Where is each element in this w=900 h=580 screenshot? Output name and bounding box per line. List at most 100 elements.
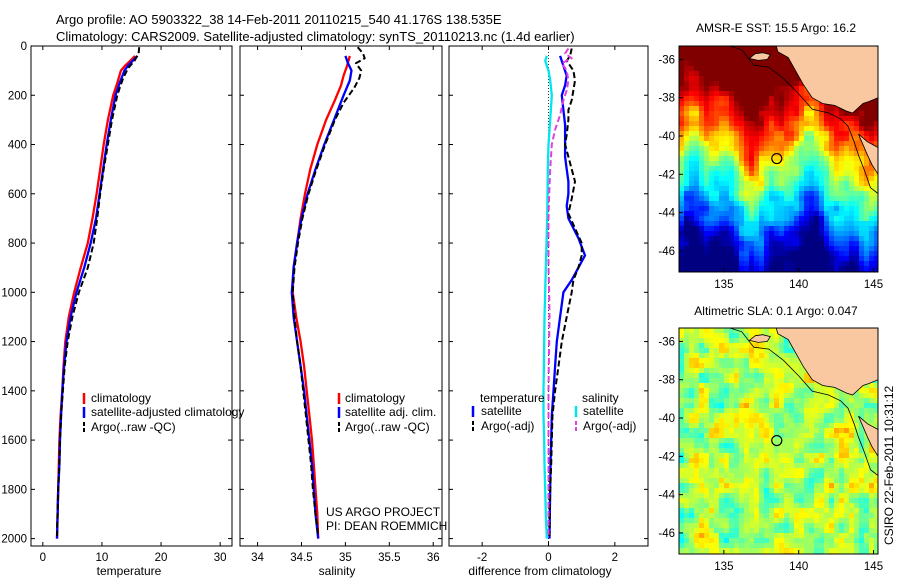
map-cell xyxy=(814,141,820,147)
map-cell xyxy=(804,528,810,534)
map-cell xyxy=(864,226,870,232)
map-cell xyxy=(679,533,685,539)
map-cell xyxy=(849,428,855,434)
map-cell xyxy=(819,181,825,187)
map-cell xyxy=(764,221,770,227)
map-cell xyxy=(694,76,700,82)
map-cell xyxy=(759,206,765,212)
x-tick-label: -2 xyxy=(477,552,487,564)
map-cell xyxy=(684,101,690,107)
map-cell xyxy=(829,156,835,162)
map-cell xyxy=(679,528,685,534)
map-cell xyxy=(764,478,770,484)
map-cell xyxy=(769,241,775,247)
map-cell xyxy=(689,518,695,524)
map-cell xyxy=(839,181,845,187)
map-cell xyxy=(784,348,790,354)
map-cell xyxy=(734,328,740,334)
map-cell xyxy=(854,498,860,504)
map-cell xyxy=(724,503,730,509)
map-cell xyxy=(764,201,770,207)
map-cell xyxy=(709,251,715,257)
map-cell xyxy=(854,438,860,444)
map-cell xyxy=(724,493,730,499)
map-cell xyxy=(689,478,695,484)
map-cell xyxy=(764,181,770,187)
map-cell xyxy=(744,186,750,192)
map-cell xyxy=(859,538,865,544)
map-cell xyxy=(759,136,765,142)
map-cell xyxy=(734,538,740,544)
map-cell xyxy=(774,106,780,112)
map-cell xyxy=(769,423,775,429)
map-cell xyxy=(789,161,795,167)
map-cell xyxy=(779,393,785,399)
map-cell xyxy=(689,181,695,187)
map-cell xyxy=(769,463,775,469)
map-cell xyxy=(714,528,720,534)
map-cell xyxy=(819,413,825,419)
map-cell xyxy=(779,523,785,529)
map-cell xyxy=(789,251,795,257)
map-cell xyxy=(764,528,770,534)
map-cell xyxy=(774,136,780,142)
map-cell xyxy=(719,156,725,162)
map-cell xyxy=(744,533,750,539)
map-cell xyxy=(834,191,840,197)
map-cell xyxy=(824,121,830,127)
map-cell xyxy=(824,538,830,544)
map-cell xyxy=(709,166,715,172)
map-cell xyxy=(854,216,860,222)
map-cell xyxy=(814,231,820,237)
map-cell xyxy=(679,266,685,272)
map-cell xyxy=(694,333,700,339)
map-cell xyxy=(689,61,695,67)
map-cell xyxy=(749,528,755,534)
map-cell xyxy=(699,378,705,384)
map-cell xyxy=(689,76,695,82)
map-cell xyxy=(839,236,845,242)
map-cell xyxy=(769,383,775,389)
map-cell xyxy=(729,483,735,489)
map-cell xyxy=(819,493,825,499)
map-cell xyxy=(804,181,810,187)
x-tick-label: 36 xyxy=(427,552,440,564)
map-cell xyxy=(824,458,830,464)
map-cell xyxy=(764,453,770,459)
map-cell xyxy=(699,101,705,107)
map-cell xyxy=(739,333,745,339)
map-cell xyxy=(754,383,760,389)
map-cell xyxy=(784,61,790,67)
map-cell xyxy=(694,186,700,192)
map-cell xyxy=(759,171,765,177)
map-cell xyxy=(729,101,735,107)
map-cell xyxy=(734,191,740,197)
map-cell xyxy=(799,216,805,222)
map-cell xyxy=(789,373,795,379)
map-cell xyxy=(684,131,690,137)
map-cell xyxy=(709,378,715,384)
map-cell xyxy=(699,241,705,247)
map-cell xyxy=(794,493,800,499)
map-cell xyxy=(809,136,815,142)
map-cell xyxy=(799,503,805,509)
map-cell xyxy=(749,453,755,459)
map-cell xyxy=(829,146,835,152)
map-cell xyxy=(759,343,765,349)
map-cell xyxy=(849,463,855,469)
map-cell xyxy=(739,96,745,102)
map-cell xyxy=(794,403,800,409)
map-cell xyxy=(734,463,740,469)
map-cell xyxy=(799,91,805,97)
map-cell xyxy=(784,528,790,534)
map-cell xyxy=(864,261,870,267)
map-cell xyxy=(704,161,710,167)
map-cell xyxy=(724,151,730,157)
map-cell xyxy=(724,353,730,359)
map-cell xyxy=(799,373,805,379)
map-cell xyxy=(749,368,755,374)
map-cell xyxy=(724,46,730,52)
map-cell xyxy=(834,508,840,514)
map-cell xyxy=(699,373,705,379)
map-cell xyxy=(784,433,790,439)
